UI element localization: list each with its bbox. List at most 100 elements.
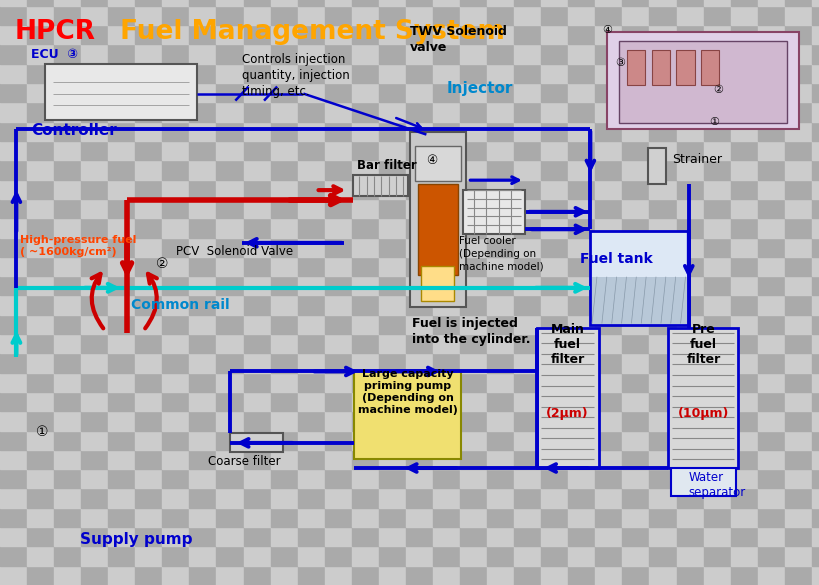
Bar [459,102,486,122]
Bar [811,83,819,102]
Bar [324,257,351,276]
Bar [27,180,54,199]
Bar [378,334,405,353]
Bar [243,218,270,238]
Bar [811,546,819,566]
Bar [405,566,432,585]
Bar [324,83,351,102]
Bar [108,527,135,546]
Bar [703,392,730,411]
Bar [54,373,81,392]
Bar [324,411,351,431]
Bar [216,122,243,141]
Bar [243,102,270,122]
Bar [216,334,243,353]
Bar [811,199,819,218]
Bar [622,180,649,199]
Bar [405,64,432,83]
Bar [108,160,135,180]
Bar [135,527,162,546]
Bar [216,141,243,160]
Bar [432,0,459,6]
Bar [486,508,514,527]
Bar [108,83,135,102]
Bar [414,146,460,181]
Text: ECU  ③: ECU ③ [31,48,78,61]
Bar [378,373,405,392]
Bar [568,238,595,257]
Bar [730,276,757,295]
Bar [0,180,27,199]
Bar [459,160,486,180]
Bar [216,218,243,238]
Text: Strainer: Strainer [672,153,722,166]
Bar [595,566,622,585]
Bar [297,44,324,64]
Bar [351,411,378,431]
Bar [595,141,622,160]
Bar [568,199,595,218]
Bar [243,122,270,141]
Bar [627,50,645,85]
Bar [459,218,486,238]
Bar [784,122,811,141]
Bar [216,276,243,295]
Bar [216,83,243,102]
Bar [351,6,378,25]
Bar [162,83,189,102]
Bar [757,431,784,450]
Bar [27,44,54,64]
Bar [324,295,351,315]
Bar [784,218,811,238]
Bar [0,566,27,585]
Bar [135,431,162,450]
Text: Water
separator: Water separator [688,471,745,499]
Bar [730,469,757,488]
Bar [486,353,514,373]
Bar [297,64,324,83]
Bar [432,508,459,527]
Bar [486,25,514,44]
Bar [541,160,568,180]
Bar [27,546,54,566]
Bar [0,141,27,160]
Bar [351,102,378,122]
Bar [324,469,351,488]
Bar [568,44,595,64]
Bar [243,373,270,392]
Bar [432,566,459,585]
Bar [243,353,270,373]
Bar [730,25,757,44]
Bar [324,508,351,527]
Bar [405,508,432,527]
Bar [622,431,649,450]
Bar [189,218,216,238]
Bar [514,431,541,450]
Bar [81,508,108,527]
Bar [459,25,486,44]
Bar [27,431,54,450]
Bar [622,450,649,469]
Bar [324,450,351,469]
Text: ②: ② [713,85,722,95]
Bar [405,353,432,373]
Bar [189,431,216,450]
Bar [297,566,324,585]
Bar [81,566,108,585]
Bar [703,141,730,160]
Bar [135,180,162,199]
Bar [351,334,378,353]
Bar [568,508,595,527]
Bar [757,44,784,64]
Bar [432,199,459,218]
Bar [757,334,784,353]
Bar [243,180,270,199]
Bar [432,392,459,411]
Bar [270,488,297,508]
Bar [270,373,297,392]
Bar [730,180,757,199]
Bar [647,148,665,184]
Bar [595,44,622,64]
Bar [324,199,351,218]
Bar [757,276,784,295]
